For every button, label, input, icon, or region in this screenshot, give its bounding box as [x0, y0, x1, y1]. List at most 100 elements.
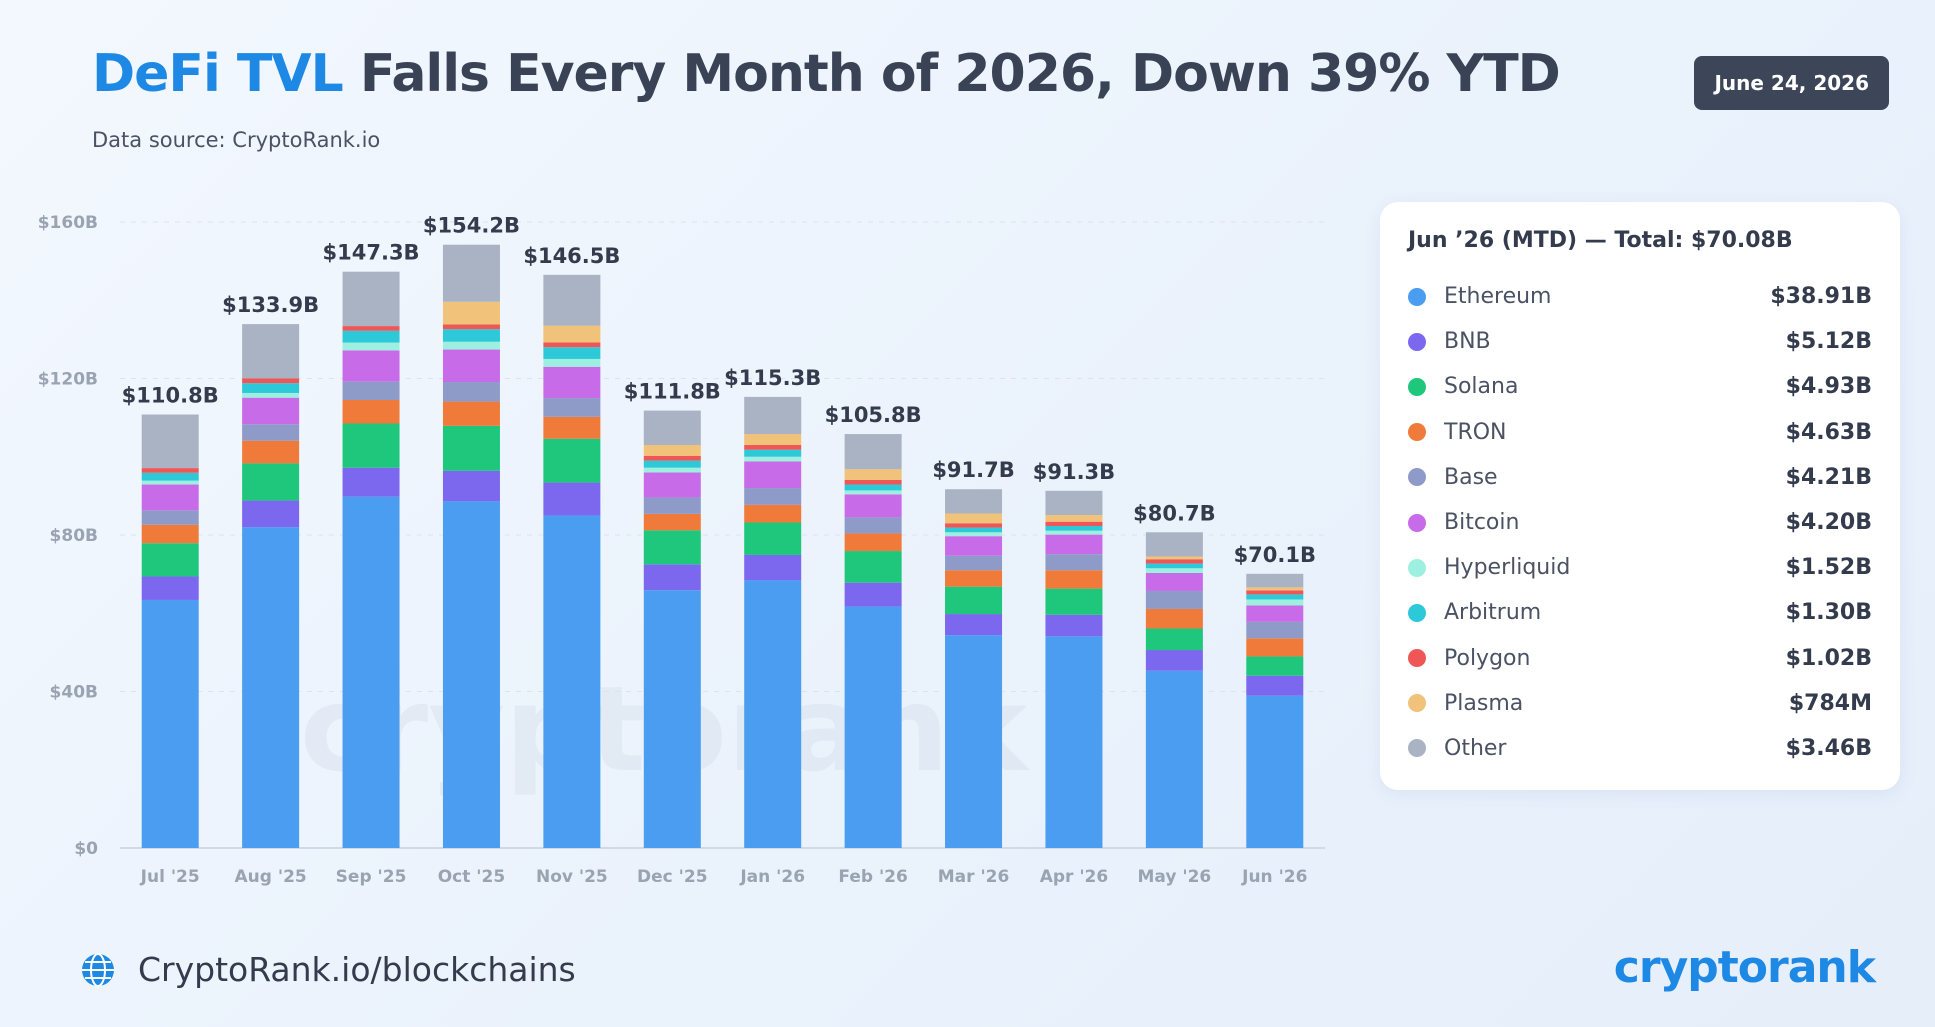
- bar-stack: [242, 324, 300, 848]
- bar-segment-base: [945, 555, 1003, 571]
- bar-segment-plasma: [1145, 556, 1203, 560]
- bar-segment-other: [844, 434, 902, 470]
- bar-total-label: $154.2B: [423, 214, 520, 238]
- bar-segment-solana: [1246, 656, 1304, 676]
- bar-segment-solana: [442, 425, 500, 471]
- legend-name: Arbitrum: [1444, 600, 1542, 626]
- bar-segment-bitcoin: [242, 397, 300, 425]
- legend-item: Polygon $1.02B: [1408, 636, 1872, 681]
- bar-segment-hyperliquid: [945, 532, 1003, 537]
- bar-segment-polygon: [844, 479, 902, 485]
- x-tick-label: Jun '26: [1241, 867, 1307, 887]
- bar-segment-plasma: [442, 301, 500, 325]
- legend-value: $4.21B: [1785, 464, 1872, 490]
- bar-stack: [1045, 490, 1103, 848]
- bar-segment-tron: [1045, 570, 1103, 589]
- bar-segment-bitcoin: [442, 349, 500, 383]
- bar-segment-other: [342, 271, 400, 327]
- bar-segment-ethereum: [643, 590, 701, 848]
- x-tick-label: Jan '26: [739, 867, 805, 887]
- bar-segment-polygon: [1045, 521, 1103, 527]
- bar-segment-hyperliquid: [643, 467, 701, 473]
- bar-segment-base: [242, 424, 300, 441]
- legend-dot: [1408, 468, 1426, 487]
- x-tick-label: May '26: [1138, 867, 1212, 887]
- bar-segment-hyperliquid: [141, 480, 199, 485]
- date-badge: June 24, 2026: [1694, 56, 1889, 110]
- bar-segment-bnb: [442, 470, 500, 502]
- bar-segment-polygon: [1145, 559, 1203, 564]
- bar-segment-hyperliquid: [844, 490, 902, 495]
- bar-segment-base: [342, 381, 400, 401]
- bar-stack: [945, 489, 1003, 848]
- legend-item: Other $3.46B: [1408, 726, 1872, 771]
- bar-segment-polygon: [543, 342, 601, 348]
- bar-stack: [1145, 532, 1203, 848]
- x-tick-label: Feb '26: [838, 867, 907, 887]
- bar-segment-ethereum: [1045, 636, 1103, 848]
- title-rest: Falls Every Month of 2026, Down 39% YTD: [342, 44, 1561, 104]
- x-tick-label: Dec '25: [637, 867, 708, 887]
- bar-segment-bnb: [242, 500, 300, 528]
- bar-segment-base: [1246, 621, 1304, 639]
- bar-total-label: $91.7B: [932, 458, 1014, 482]
- bar-segment-ethereum: [141, 599, 199, 848]
- bar-segment-arbitrum: [242, 383, 300, 393]
- legend-dot: [1408, 332, 1426, 351]
- bar-segment-bnb: [844, 582, 902, 607]
- bar-segment-bitcoin: [1246, 605, 1304, 622]
- bar-segment-arbitrum: [342, 330, 400, 343]
- bar-total-label: $133.9B: [222, 293, 319, 317]
- bar-total-label: $115.3B: [724, 366, 821, 390]
- brand-logo: cryptorank: [1613, 942, 1876, 993]
- bar-total-labels: $110.8B $133.9B $147.3B$154.2B$146.5B $111.…: [122, 214, 1316, 567]
- bar-total-label: $70.1B: [1234, 543, 1316, 567]
- bar-segment-solana: [1045, 588, 1103, 615]
- bar-stack: [141, 414, 199, 848]
- bar-segment-tron: [744, 504, 802, 523]
- bar-segment-hyperliquid: [242, 392, 300, 398]
- legend-title: Jun ’26 (MTD) — Total: $70.08B: [1408, 228, 1793, 253]
- x-tick-label: Sep '25: [336, 867, 407, 887]
- bar-segment-tron: [643, 513, 701, 531]
- bar-segment-hyperliquid: [543, 358, 601, 367]
- footer-link[interactable]: CryptoRank.io/blockchains: [80, 950, 576, 989]
- legend-value: $4.93B: [1785, 374, 1872, 400]
- bar-segment-ethereum: [442, 501, 500, 848]
- legend-dot: [1408, 739, 1426, 758]
- bar-segment-plasma: [543, 325, 601, 343]
- bar-segment-bnb: [1045, 614, 1103, 637]
- bar-segment-other: [945, 489, 1003, 514]
- legend-value: $5.12B: [1785, 329, 1872, 355]
- bar-segment-ethereum: [342, 496, 400, 848]
- legend-item: Hyperliquid $1.52B: [1408, 545, 1872, 590]
- y-tick-label: $160B: [38, 213, 98, 233]
- grid-lines: [120, 221, 1325, 849]
- bar-segment-solana: [1145, 628, 1203, 651]
- bar-segment-tron: [945, 570, 1003, 587]
- legend-value: $784M: [1788, 690, 1872, 716]
- bar-segment-bitcoin: [744, 461, 802, 489]
- bar-segment-hyperliquid: [1246, 599, 1304, 606]
- bar-segment-arbitrum: [844, 484, 902, 491]
- bar-segment-other: [744, 396, 802, 435]
- bar-segment-polygon: [945, 523, 1003, 528]
- x-tick-label: Nov '25: [536, 867, 608, 887]
- data-source: Data source: CryptoRank.io: [92, 128, 381, 152]
- bar-segment-other: [1246, 573, 1304, 588]
- legend-name: Hyperliquid: [1444, 555, 1571, 581]
- bar-segment-base: [442, 382, 500, 402]
- x-tick-label: Oct '25: [438, 867, 505, 887]
- bar-stack: [442, 244, 500, 848]
- bar-segment-solana: [643, 530, 701, 565]
- legend-dot: [1408, 694, 1426, 713]
- bar-segment-tron: [141, 524, 199, 544]
- legend-dot: [1408, 649, 1426, 668]
- bar-segment-bitcoin: [1145, 572, 1203, 591]
- y-tick-label: $40B: [50, 683, 98, 703]
- bar-segment-polygon: [342, 326, 400, 331]
- bar-segment-other: [643, 410, 701, 446]
- legend-list: Ethereum $38.91B BNB $5.12B Solana $4.93B TRON…: [1408, 274, 1872, 771]
- bar-segment-solana: [543, 438, 601, 483]
- bar-segment-tron: [1246, 638, 1304, 657]
